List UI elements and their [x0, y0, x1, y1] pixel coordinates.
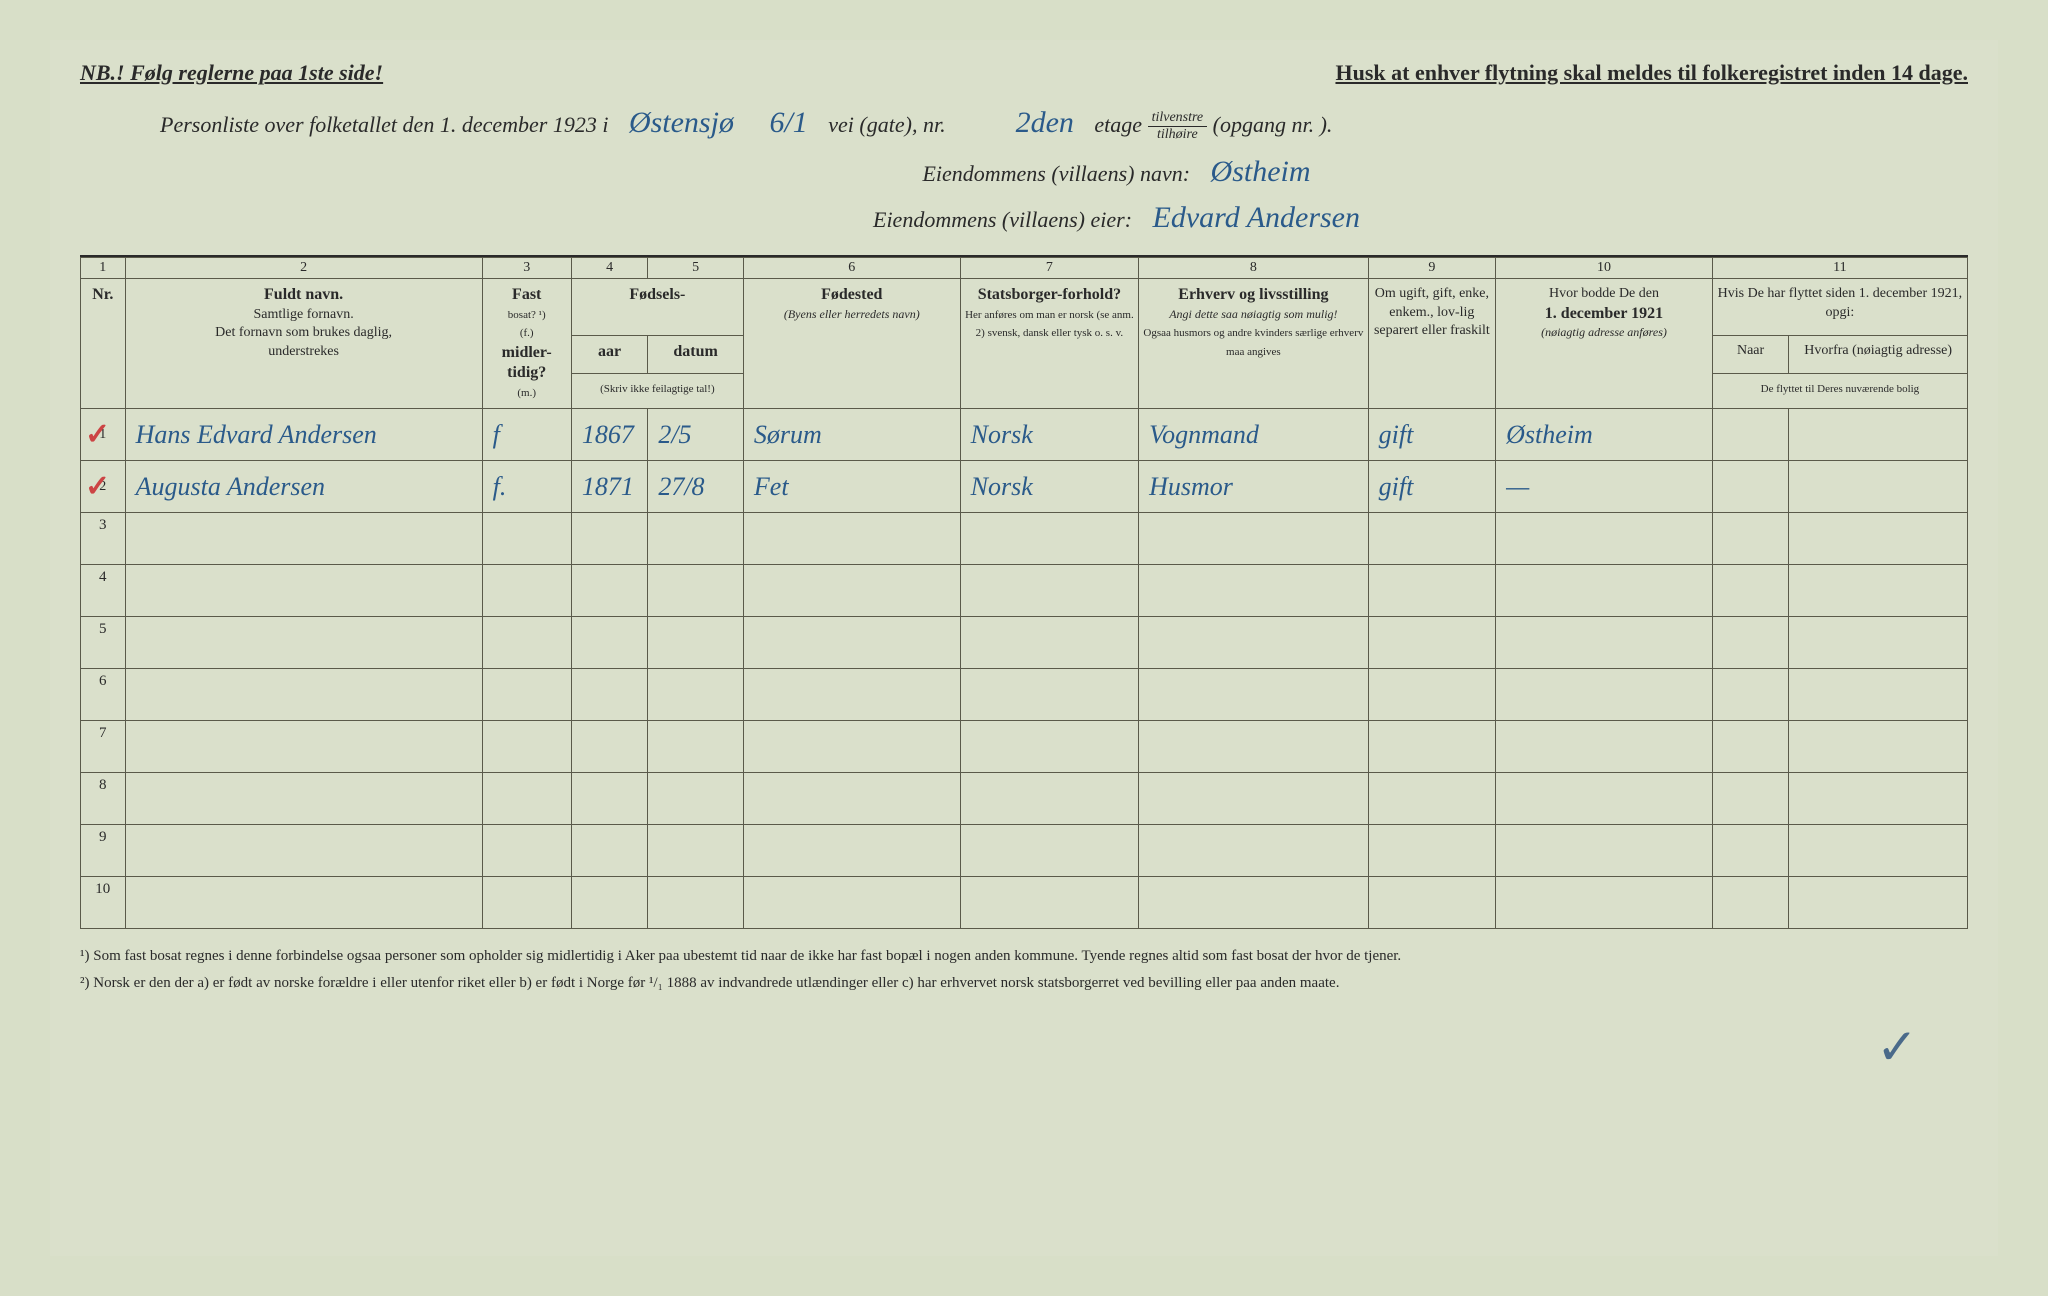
check-mark-icon: ✓ — [85, 469, 110, 504]
colnum-11: 11 — [1712, 258, 1967, 279]
hdr-name: Fuldt navn. Samtlige fornavn. Det fornav… — [125, 279, 482, 409]
hdr-flyttet: Hvis De har flyttet siden 1. december 19… — [1712, 279, 1967, 335]
hdr-naar: Naar — [1712, 335, 1788, 373]
opgang-label: (opgang nr. ). — [1213, 112, 1333, 137]
reminder-notice: Husk at enhver flytning skal meldes til … — [1335, 60, 1968, 86]
colnum-7: 7 — [960, 258, 1138, 279]
table-body: ✓1 Hans Edvard Andersen f 1867 2/5 Sørum… — [81, 409, 1968, 929]
empty-row-9: 9 — [81, 825, 1968, 877]
eiendom-eier-label: Eiendommens (villaens) eier: — [873, 207, 1132, 232]
hdr-erhverv: Erhverv og livsstilling Angi dette saa n… — [1139, 279, 1368, 409]
cell-hvorfra — [1789, 461, 1968, 513]
cell-aar: 1867 — [571, 409, 647, 461]
census-form: NB.! Følg reglerne paa 1ste side! Husk a… — [50, 40, 1998, 1256]
etage-hand: 2den — [1001, 106, 1089, 139]
tilhoire: tilhøire — [1148, 127, 1208, 143]
header-row-1: Nr. Fuldt navn. Samtlige fornavn. Det fo… — [81, 279, 1968, 335]
eiendom-eier-hand: Edvard Andersen — [1138, 201, 1375, 234]
hdr-datum: datum — [648, 335, 744, 373]
cell-stats: Norsk — [960, 409, 1138, 461]
cell-stats: Norsk — [960, 461, 1138, 513]
hdr-bosat: Fast bosat? ¹) (f.) midler- tidig? (m.) — [482, 279, 571, 409]
cell-bodde: — — [1496, 461, 1713, 513]
cell-name: Augusta Andersen — [125, 461, 482, 513]
cell-naar — [1712, 461, 1788, 513]
empty-row-6: 6 — [81, 669, 1968, 721]
header-line-3: Eiendommens (villaens) eier: Edvard Ande… — [80, 201, 1968, 235]
cell-datum: 27/8 — [648, 461, 744, 513]
empty-row-7: 7 — [81, 721, 1968, 773]
hdr-nr: Nr. — [81, 279, 126, 409]
footnotes: ¹) Som fast bosat regnes i denne forbind… — [80, 944, 1968, 995]
hdr-stats: Statsborger-forhold? Her anføres om man … — [960, 279, 1138, 409]
cell-erhverv: Vognmand — [1139, 409, 1368, 461]
eiendom-navn-label: Eiendommens (villaens) navn: — [922, 161, 1190, 186]
cell-fodested: Sørum — [743, 409, 960, 461]
hdr-ugift: Om ugift, gift, enke, enkem., lov-lig se… — [1368, 279, 1495, 409]
street-num-hand: 6/1 — [754, 106, 822, 139]
colnum-6: 6 — [743, 258, 960, 279]
cell-bodde: Østheim — [1496, 409, 1713, 461]
cell-aar: 1871 — [571, 461, 647, 513]
column-number-row: 1 2 3 4 5 6 7 8 9 10 11 — [81, 258, 1968, 279]
colnum-2: 2 — [125, 258, 482, 279]
row-num: ✓2 — [81, 461, 126, 513]
colnum-8: 8 — [1139, 258, 1368, 279]
cell-datum: 2/5 — [648, 409, 744, 461]
empty-row-10: 10 — [81, 877, 1968, 929]
cell-fodested: Fet — [743, 461, 960, 513]
personliste-label: Personliste over folketallet den 1. dece… — [160, 112, 608, 137]
colnum-10: 10 — [1496, 258, 1713, 279]
data-row-1: ✓1 Hans Edvard Andersen f 1867 2/5 Sørum… — [81, 409, 1968, 461]
street-name-hand: Østensjø — [614, 106, 749, 139]
vei-gate-label: vei (gate), nr. — [828, 112, 945, 137]
cell-ugift: gift — [1368, 409, 1495, 461]
cell-ugift: gift — [1368, 461, 1495, 513]
nb-notice: NB.! Følg reglerne paa 1ste side! — [80, 60, 383, 86]
side-fraction: tilvenstre tilhøire — [1148, 110, 1208, 143]
colnum-3: 3 — [482, 258, 571, 279]
colnum-5: 5 — [648, 258, 744, 279]
hdr-hvorfra: Hvorfra (nøiagtig adresse) — [1789, 335, 1968, 373]
eiendom-navn-hand: Østheim — [1196, 155, 1326, 188]
empty-row-3: 3 — [81, 513, 1968, 565]
census-table: 1 2 3 4 5 6 7 8 9 10 11 Nr. Fuldt navn. — [80, 257, 1968, 929]
check-mark-icon: ✓ — [85, 417, 110, 452]
bottom-check-mark: ✓ — [1876, 1018, 1918, 1076]
header-line-1: Personliste over folketallet den 1. dece… — [80, 106, 1968, 143]
footnote-1: ¹) Som fast bosat regnes i denne forbind… — [80, 944, 1968, 968]
cell-hvorfra — [1789, 409, 1968, 461]
cell-name: Hans Edvard Andersen — [125, 409, 482, 461]
header-line-2: Eiendommens (villaens) navn: Østheim — [80, 155, 1968, 189]
empty-row-5: 5 — [81, 617, 1968, 669]
hdr-bodde: Hvor bodde De den 1. december 1921 (nøia… — [1496, 279, 1713, 409]
top-bar: NB.! Følg reglerne paa 1ste side! Husk a… — [80, 60, 1968, 86]
cell-bosat: f — [482, 409, 571, 461]
empty-row-4: 4 — [81, 565, 1968, 617]
hdr-fodsels: Fødsels- — [571, 279, 743, 335]
tilvenstre: tilvenstre — [1148, 110, 1208, 127]
etage-label: etage — [1094, 112, 1142, 137]
hdr-aar-sub: (Skriv ikke feilagtige tal!) — [571, 373, 743, 408]
hdr-flyttet-sub: De flyttet til Deres nuværende bolig — [1712, 373, 1967, 408]
footnote-2: ²) Norsk er den der a) er født av norske… — [80, 971, 1968, 995]
row-num: ✓1 — [81, 409, 126, 461]
cell-naar — [1712, 409, 1788, 461]
colnum-1: 1 — [81, 258, 126, 279]
empty-row-8: 8 — [81, 773, 1968, 825]
hdr-aar: aar — [571, 335, 647, 373]
cell-bosat: f. — [482, 461, 571, 513]
cell-erhverv: Husmor — [1139, 461, 1368, 513]
census-table-container: 1 2 3 4 5 6 7 8 9 10 11 Nr. Fuldt navn. — [80, 255, 1968, 929]
data-row-2: ✓2 Augusta Andersen f. 1871 27/8 Fet Nor… — [81, 461, 1968, 513]
colnum-9: 9 — [1368, 258, 1495, 279]
hdr-fodested: Fødested (Byens eller herredets navn) — [743, 279, 960, 409]
colnum-4: 4 — [571, 258, 647, 279]
